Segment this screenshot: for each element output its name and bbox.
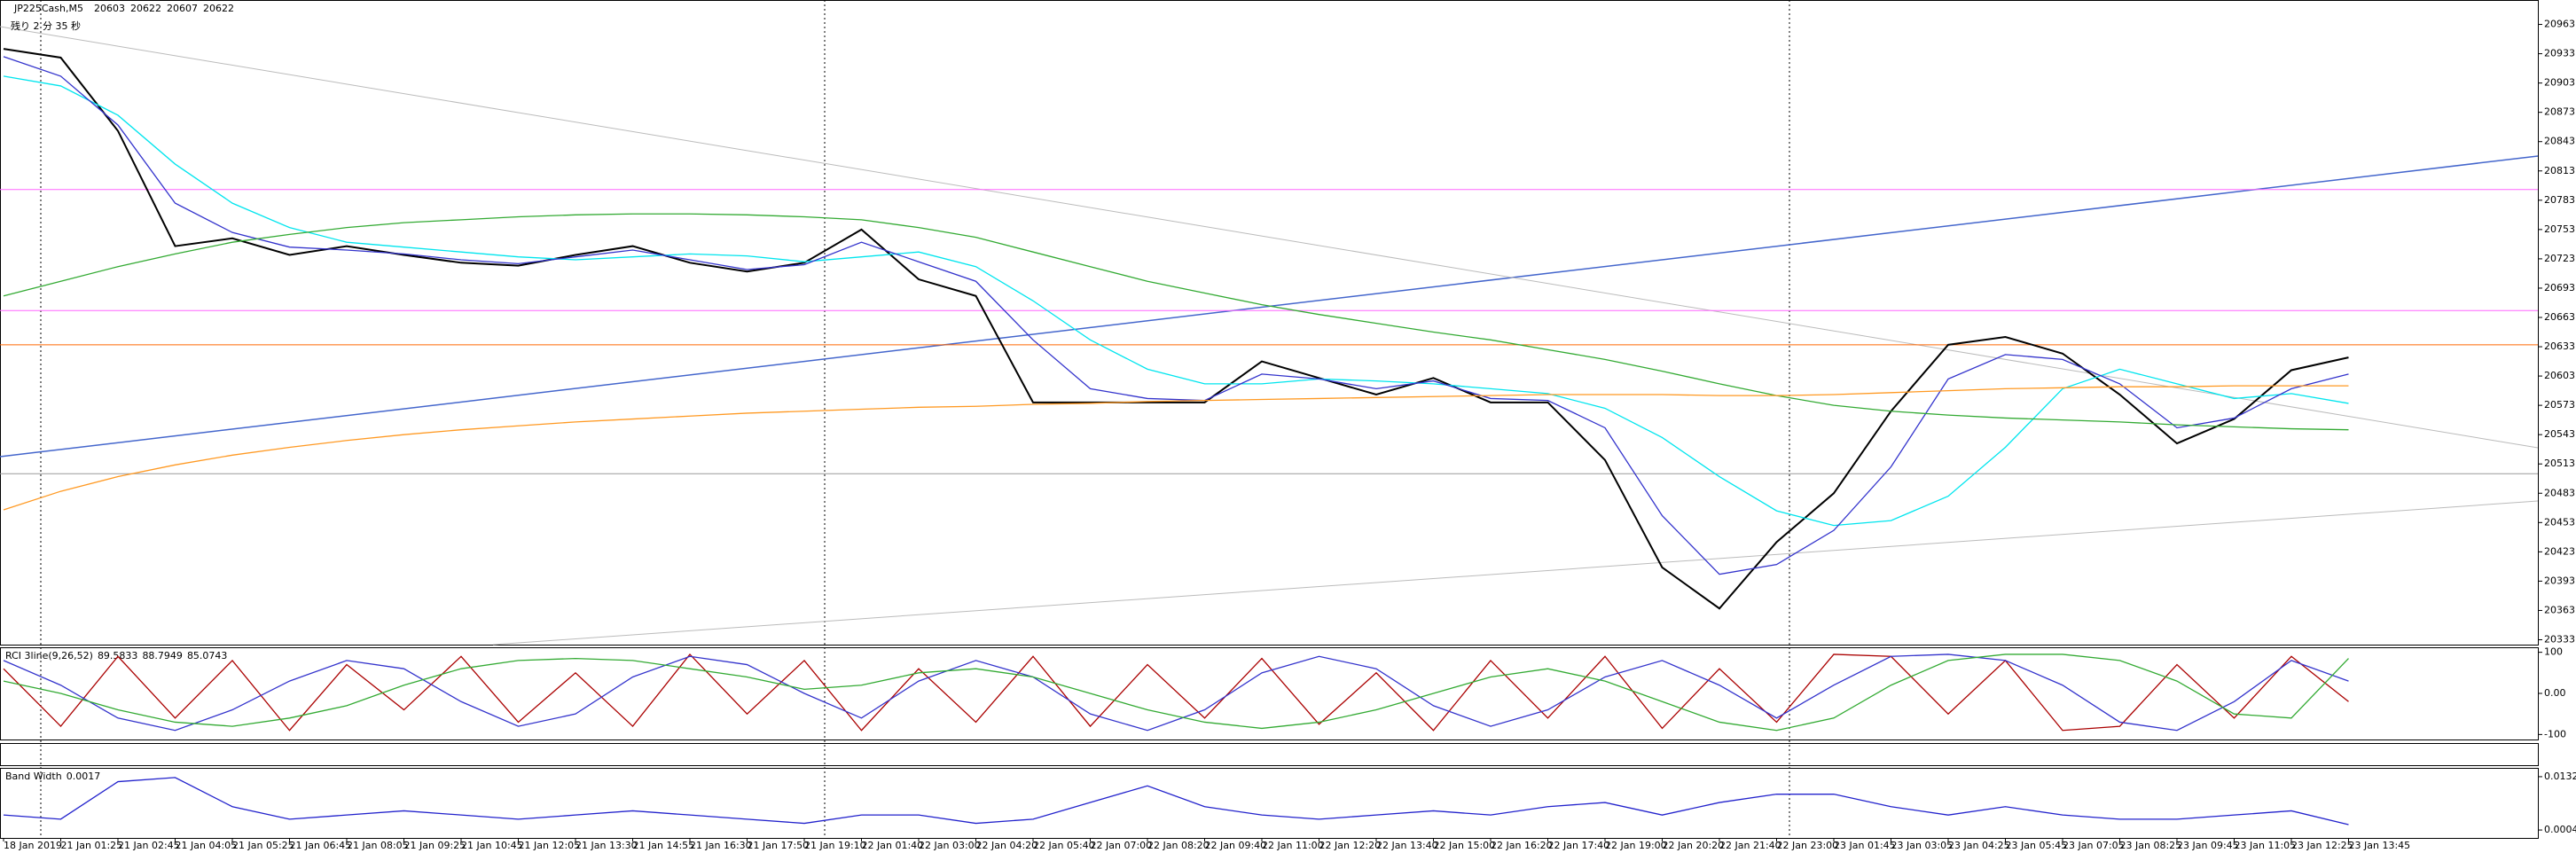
rci-title: RCI 3line(9,26,52) xyxy=(5,650,93,661)
y-tick-label: 20393 xyxy=(2544,575,2575,586)
y-tick-label: 20603 xyxy=(2544,370,2575,381)
rci-value: 88.7949 xyxy=(142,650,183,661)
x-tick-label: 22 Jan 16:20 xyxy=(1491,840,1553,851)
x-tick-label: 23 Jan 04:25 xyxy=(1948,840,2010,851)
x-tick-label: 21 Jan 04:05 xyxy=(176,840,238,851)
x-tick-label: 22 Jan 04:20 xyxy=(976,840,1038,851)
y-tick-label: 0.0004 xyxy=(2544,824,2576,835)
x-tick-label: 22 Jan 12:20 xyxy=(1319,840,1382,851)
y-tick-label: -100 xyxy=(2544,728,2566,740)
y-tick-label: 20783 xyxy=(2544,194,2575,206)
timer: 残り 2 分 35 秒 xyxy=(11,20,81,32)
x-tick-label: 22 Jan 03:00 xyxy=(919,840,981,851)
series-line xyxy=(3,56,2349,575)
x-tick-label: 21 Jan 02:45 xyxy=(118,840,180,851)
header-title: JP225Cash,M5 20603 20622 20607 20622 xyxy=(13,3,234,14)
y-tick-label: 20693 xyxy=(2544,282,2575,293)
bw-value: 0.0017 xyxy=(67,771,101,782)
x-tick-label: 23 Jan 05:45 xyxy=(2006,840,2068,851)
x-tick-label: 21 Jan 01:25 xyxy=(61,840,123,851)
x-tick-label: 21 Jan 14:55 xyxy=(633,840,695,851)
x-tick-label: 22 Jan 21:40 xyxy=(1719,840,1781,851)
trend-line xyxy=(0,26,2539,449)
y-tick-label: 0.0132 xyxy=(2544,771,2576,782)
trend-line xyxy=(492,500,2539,646)
quote: 20607 xyxy=(167,3,198,14)
x-tick-label: 21 Jan 16:30 xyxy=(690,840,752,851)
x-tick-label: 22 Jan 11:00 xyxy=(1262,840,1324,851)
x-tick-label: 21 Jan 09:25 xyxy=(404,840,466,851)
y-tick-label: 20813 xyxy=(2544,165,2575,176)
quote: 20603 xyxy=(94,3,125,14)
series-line xyxy=(3,75,2349,527)
y-tick-label: 20933 xyxy=(2544,48,2575,59)
series-line xyxy=(3,48,2349,610)
x-tick-label: 23 Jan 01:45 xyxy=(1834,840,1896,851)
x-tick-label: 22 Jan 15:00 xyxy=(1434,840,1496,851)
main-panel xyxy=(0,0,2539,646)
symbol: JP225Cash,M5 xyxy=(13,3,83,14)
y-tick-label: 20903 xyxy=(2544,77,2575,89)
x-tick-label: 22 Jan 05:40 xyxy=(1033,840,1095,851)
y-tick-label: 20753 xyxy=(2544,223,2575,235)
x-tick-label: 18 Jan 2019 xyxy=(4,840,62,851)
x-tick-label: 21 Jan 19:10 xyxy=(804,840,866,851)
x-tick-label: 22 Jan 08:20 xyxy=(1147,840,1210,851)
series-line xyxy=(3,653,2349,732)
x-tick-label: 22 Jan 19:00 xyxy=(1605,840,1667,851)
rci-value: 85.0743 xyxy=(187,650,228,661)
y-tick-label: 20633 xyxy=(2544,340,2575,352)
y-tick-label: 20723 xyxy=(2544,253,2575,264)
x-tick-label: 21 Jan 08:05 xyxy=(347,840,409,851)
y-tick-label: 20483 xyxy=(2544,487,2575,498)
x-tick-label: 22 Jan 17:40 xyxy=(1548,840,1610,851)
y-tick-label: 20663 xyxy=(2544,311,2575,323)
x-tick-label: 21 Jan 13:30 xyxy=(575,840,638,851)
series-line xyxy=(3,653,2349,732)
y-tick-label: 100 xyxy=(2544,646,2563,658)
series-line xyxy=(3,653,2349,732)
y-tick-label: 0.00 xyxy=(2544,687,2566,699)
x-tick-label: 23 Jan 11:05 xyxy=(2235,840,2297,851)
x-tick-label: 22 Jan 07:00 xyxy=(1091,840,1153,851)
x-tick-label: 21 Jan 10:45 xyxy=(461,840,523,851)
x-tick-label: 23 Jan 08:25 xyxy=(2120,840,2182,851)
y-tick-label: 20873 xyxy=(2544,106,2575,118)
x-tick-label: 22 Jan 13:40 xyxy=(1376,840,1438,851)
x-tick-label: 21 Jan 05:25 xyxy=(232,840,294,851)
x-tick-label: 21 Jan 12:05 xyxy=(519,840,581,851)
y-tick-label: 20453 xyxy=(2544,516,2575,528)
bw-panel xyxy=(0,768,2539,839)
series-line xyxy=(3,385,2349,511)
quote: 20622 xyxy=(203,3,234,14)
y-tick-label: 20963 xyxy=(2544,19,2575,30)
x-tick-label: 22 Jan 20:20 xyxy=(1663,840,1725,851)
y-tick-label: 20513 xyxy=(2544,458,2575,469)
x-tick-label: 22 Jan 01:40 xyxy=(862,840,924,851)
quote: 20622 xyxy=(130,3,161,14)
bw-title: Band Width xyxy=(5,771,62,782)
y-tick-label: 20843 xyxy=(2544,136,2575,147)
x-tick-label: 23 Jan 03:05 xyxy=(1891,840,1954,851)
x-tick-label: 23 Jan 09:45 xyxy=(2177,840,2239,851)
empty-panel xyxy=(0,743,2539,766)
x-tick-label: 21 Jan 17:50 xyxy=(748,840,810,851)
y-tick-label: 20573 xyxy=(2544,399,2575,411)
x-tick-label: 23 Jan 07:05 xyxy=(2063,840,2125,851)
y-tick-label: 20543 xyxy=(2544,428,2575,440)
series-line xyxy=(3,213,2349,431)
x-tick-label: 22 Jan 09:40 xyxy=(1205,840,1267,851)
x-tick-label: 22 Jan 23:00 xyxy=(1777,840,1839,851)
y-tick-label: 20363 xyxy=(2544,604,2575,615)
rci-label: RCI 3line(9,26,52) 89.5833 88.7949 85.0743 xyxy=(5,650,227,661)
y-tick-label: 20423 xyxy=(2544,545,2575,557)
x-tick-label: 23 Jan 13:45 xyxy=(2349,840,2411,851)
y-tick-label: 20333 xyxy=(2544,633,2575,645)
x-tick-label: 21 Jan 06:45 xyxy=(290,840,352,851)
x-tick-label: 23 Jan 12:25 xyxy=(2291,840,2353,851)
bw-label: Band Width 0.0017 xyxy=(5,771,100,782)
series-line xyxy=(3,777,2349,826)
rci-value: 89.5833 xyxy=(98,650,138,661)
